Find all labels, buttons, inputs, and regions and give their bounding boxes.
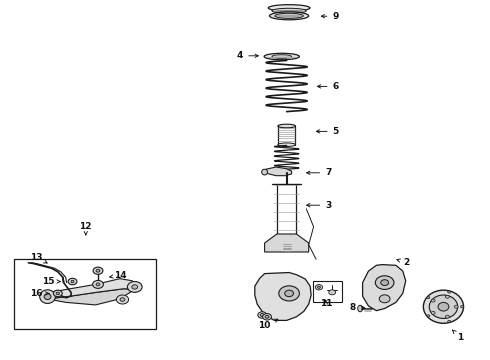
Ellipse shape [285,290,294,297]
Polygon shape [255,273,311,320]
Ellipse shape [44,294,51,300]
Ellipse shape [260,314,264,316]
Ellipse shape [132,285,138,289]
Text: 9: 9 [321,12,339,21]
Ellipse shape [258,312,267,318]
Text: 12: 12 [79,222,92,235]
Polygon shape [47,279,135,299]
Ellipse shape [272,8,306,13]
Ellipse shape [448,291,451,293]
Polygon shape [363,265,406,311]
Ellipse shape [96,283,100,286]
Text: 11: 11 [319,299,332,307]
Ellipse shape [127,282,142,292]
Ellipse shape [358,305,363,312]
Ellipse shape [272,55,292,58]
Polygon shape [266,167,292,176]
Text: 10: 10 [258,319,278,330]
Ellipse shape [93,280,103,288]
Ellipse shape [269,5,310,11]
Text: 5: 5 [317,127,339,136]
Ellipse shape [318,286,320,288]
Polygon shape [47,289,135,305]
Ellipse shape [375,276,394,289]
Text: 14: 14 [110,271,126,280]
Ellipse shape [96,269,100,272]
Ellipse shape [379,295,390,303]
Ellipse shape [265,315,269,318]
Ellipse shape [431,311,435,314]
Ellipse shape [40,290,55,303]
Ellipse shape [438,302,449,311]
Ellipse shape [56,292,60,294]
Ellipse shape [270,12,309,20]
Ellipse shape [264,53,299,60]
Ellipse shape [329,290,336,295]
Ellipse shape [461,306,464,308]
Text: 7: 7 [307,168,332,177]
Ellipse shape [71,280,74,283]
Ellipse shape [431,299,435,302]
Bar [14,259,156,329]
Ellipse shape [262,169,268,175]
Ellipse shape [445,315,449,318]
Text: 4: 4 [237,51,258,60]
Text: 3: 3 [307,201,331,210]
Ellipse shape [117,295,128,304]
Text: 13: 13 [30,253,47,263]
Text: 16: 16 [30,289,49,298]
Ellipse shape [68,278,77,285]
Text: 15: 15 [42,277,60,286]
Ellipse shape [279,286,299,301]
Ellipse shape [381,280,389,285]
Ellipse shape [427,315,430,317]
Bar [313,281,342,302]
Ellipse shape [427,297,430,299]
Ellipse shape [448,320,451,323]
Ellipse shape [53,290,62,297]
Ellipse shape [278,143,295,147]
Text: 2: 2 [397,258,410,267]
Ellipse shape [275,13,303,18]
Text: 6: 6 [318,82,339,91]
Ellipse shape [278,124,295,128]
Text: 8: 8 [350,303,365,312]
Ellipse shape [454,305,458,308]
Ellipse shape [445,295,449,298]
Ellipse shape [429,295,458,319]
Ellipse shape [263,314,271,320]
Ellipse shape [423,290,464,323]
Polygon shape [265,234,309,252]
Text: 1: 1 [452,330,464,342]
Ellipse shape [93,267,103,274]
Ellipse shape [316,284,323,290]
Ellipse shape [120,298,125,301]
